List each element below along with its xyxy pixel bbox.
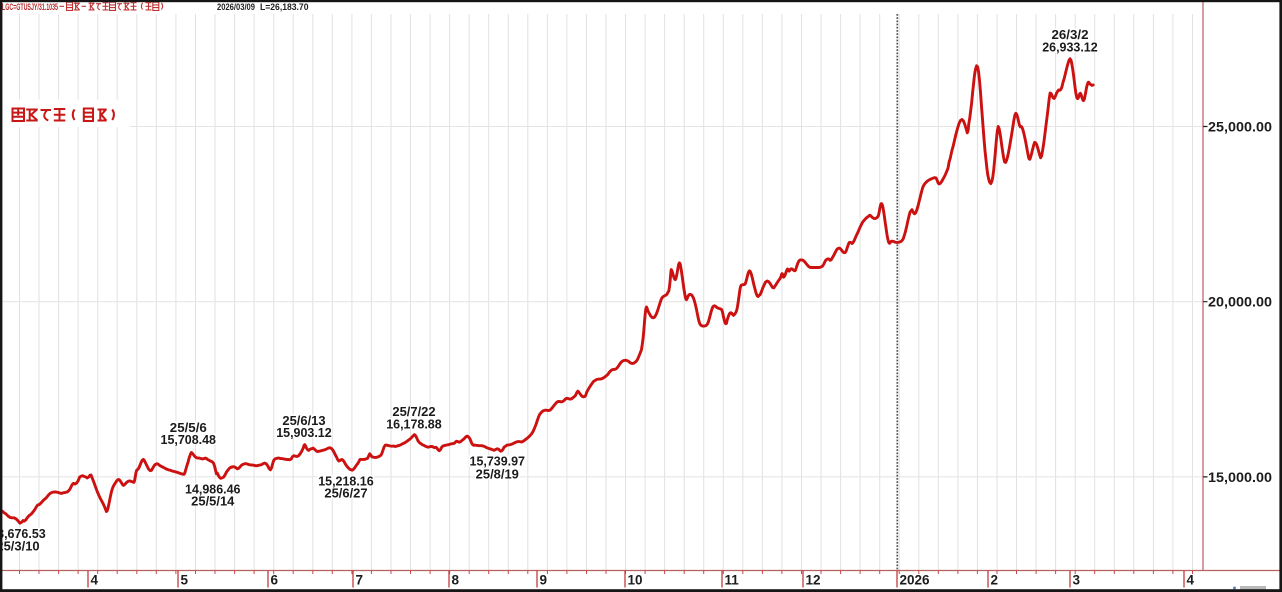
svg-text:10: 10 <box>628 573 643 588</box>
svg-text:15,903.12: 15,903.12 <box>276 426 332 440</box>
svg-text:LGC=GTUSJY/31.1035: LGC=GTUSJY/31.1035 <box>2 2 58 12</box>
svg-text:25/7/22: 25/7/22 <box>392 405 435 419</box>
svg-text:16,178.88: 16,178.88 <box>386 417 442 431</box>
svg-text:25/5/6: 25/5/6 <box>170 421 207 435</box>
svg-text:2: 2 <box>991 573 999 588</box>
svg-text:25/3/10: 25/3/10 <box>0 539 40 553</box>
svg-text:25/5/14: 25/5/14 <box>191 495 234 509</box>
svg-text:2026/03/09: 2026/03/09 <box>217 2 255 13</box>
svg-text:25/6/13: 25/6/13 <box>282 414 325 428</box>
svg-text:9: 9 <box>540 573 548 588</box>
svg-text:6: 6 <box>271 573 279 588</box>
svg-text:12: 12 <box>806 573 821 588</box>
svg-text:8: 8 <box>452 573 460 588</box>
svg-text:13,676.53: 13,676.53 <box>0 527 46 541</box>
svg-text:2026: 2026 <box>900 573 931 588</box>
svg-text:L=26,183.70: L=26,183.70 <box>260 2 309 13</box>
svg-text:15,218.16: 15,218.16 <box>318 474 374 488</box>
svg-text:20,000.00: 20,000.00 <box>1208 295 1272 310</box>
svg-text:25/8/19: 25/8/19 <box>476 467 519 481</box>
svg-text:26,933.12: 26,933.12 <box>1042 41 1098 55</box>
svg-text:15,000.00: 15,000.00 <box>1208 470 1272 485</box>
svg-text:11: 11 <box>725 573 740 588</box>
svg-text:25,000.00: 25,000.00 <box>1208 120 1272 135</box>
svg-text:26/3/2: 26/3/2 <box>1052 28 1089 42</box>
svg-text:3: 3 <box>1073 573 1081 588</box>
svg-text:14,986.46: 14,986.46 <box>185 482 241 496</box>
svg-text:4: 4 <box>91 573 99 588</box>
svg-text:4: 4 <box>1187 573 1195 588</box>
svg-text:15,739.97: 15,739.97 <box>470 455 526 469</box>
svg-text:15,708.48: 15,708.48 <box>161 433 217 447</box>
svg-text:7: 7 <box>356 573 364 588</box>
svg-text:25/6/27: 25/6/27 <box>324 487 367 501</box>
svg-text:5: 5 <box>181 573 189 588</box>
